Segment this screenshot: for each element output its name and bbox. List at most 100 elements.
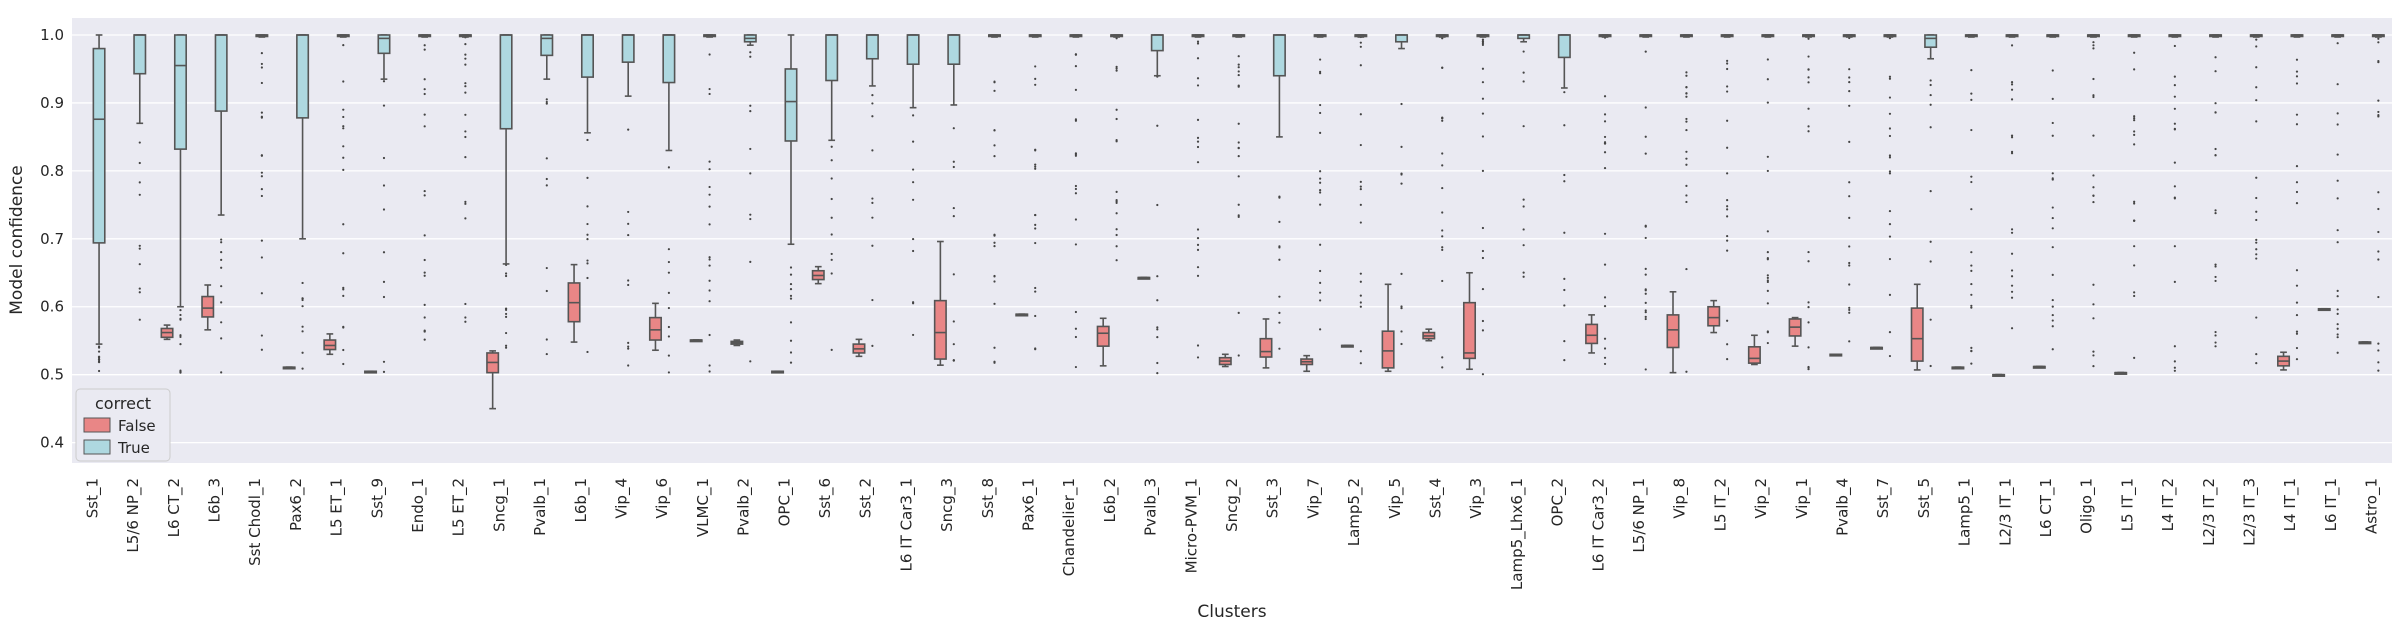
box-true (1679, 34, 1693, 38)
outlier-point (2295, 190, 2299, 194)
x-tick-label: Endo_1 (409, 478, 428, 533)
box-false (2032, 365, 2046, 369)
outlier-point (2214, 211, 2217, 215)
outlier-point (1074, 88, 1078, 91)
outlier-point (342, 115, 345, 119)
outlier-point (260, 194, 263, 198)
outlier-point (1237, 146, 1240, 149)
outlier-point (1359, 143, 1362, 147)
outlier-point (260, 115, 263, 118)
outlier-point (2092, 186, 2095, 189)
outlier-point (1156, 299, 1159, 302)
outlier-point (2336, 333, 2339, 336)
outlier-point (1074, 154, 1078, 157)
outlier-point (1766, 274, 1769, 277)
outlier-point (464, 57, 467, 60)
outlier-point (1237, 55, 1240, 58)
outlier-point (2092, 365, 2095, 368)
outlier-point (708, 193, 711, 196)
outlier-point (1848, 90, 1851, 93)
y-tick-label: 0.5 (40, 366, 64, 384)
outlier-point (220, 285, 223, 288)
outlier-point (1888, 170, 1892, 173)
outlier-point (2214, 345, 2217, 348)
outlier-point (2010, 150, 2014, 153)
outlier-point (1563, 173, 1566, 177)
outlier-point (708, 185, 711, 189)
outlier-point (1278, 311, 1281, 314)
outlier-point (2051, 313, 2054, 317)
box-true (1150, 34, 1164, 77)
box-true (1272, 34, 1286, 138)
outlier-point (301, 298, 304, 302)
outlier-point (1481, 256, 1485, 260)
outlier-point (1115, 212, 1118, 215)
outlier-point (912, 181, 915, 184)
outlier-point (1441, 235, 1444, 238)
outlier-point (2377, 295, 2380, 299)
outlier-point (382, 208, 386, 211)
outlier-point (423, 274, 426, 277)
outlier-point (2214, 341, 2217, 344)
outlier-point (2173, 360, 2176, 363)
outlier-point (1807, 125, 1810, 128)
outlier-point (1481, 329, 1485, 332)
outlier-point (301, 351, 304, 354)
box-true (1028, 34, 1042, 38)
outlier-point (2214, 56, 2217, 59)
outlier-point (1970, 69, 1973, 72)
outlier-point (627, 345, 630, 348)
outlier-point (382, 280, 386, 283)
box-true (2209, 34, 2223, 38)
outlier-point (871, 298, 874, 302)
outlier-point (1888, 154, 1892, 157)
outlier-point (1359, 362, 1362, 365)
outlier-point (260, 348, 263, 351)
outlier-point (708, 168, 711, 171)
outlier-point (1644, 135, 1647, 138)
outlier-point (1237, 175, 1240, 178)
outlier-point (993, 275, 996, 278)
box-false (1422, 328, 1436, 342)
x-tick-label: L6b_1 (572, 478, 591, 522)
outlier-point (423, 316, 426, 319)
outlier-point (464, 85, 467, 88)
x-tick-label: L5/6 NP_2 (124, 478, 143, 553)
outlier-point (2133, 119, 2136, 122)
box-body (1259, 337, 1273, 358)
outlier-point (301, 297, 304, 300)
box-true (2086, 34, 2100, 38)
outlier-point (1196, 42, 1200, 45)
outlier-point (1237, 311, 1240, 314)
outlier-point (1034, 241, 1037, 245)
outlier-point (1929, 103, 1932, 106)
outlier-point (1278, 196, 1281, 199)
outlier-point (2173, 128, 2176, 131)
x-tick-label: Lamp5_2 (1345, 478, 1364, 546)
outlier-point (1359, 64, 1362, 67)
outlier-point (2092, 194, 2095, 197)
outlier-point (1319, 291, 1322, 294)
outlier-point (1156, 372, 1159, 375)
legend-label-true: True (117, 439, 150, 457)
outlier-point (830, 348, 833, 351)
x-tick-label: L5 ET_1 (328, 478, 347, 536)
x-tick-label: L5 IT_1 (2118, 478, 2137, 531)
outlier-point (1400, 145, 1403, 148)
outlier-point (1400, 307, 1403, 310)
outlier-point (464, 91, 467, 94)
outlier-point (504, 315, 508, 318)
outlier-point (2255, 210, 2258, 213)
y-tick-label: 0.7 (40, 230, 64, 248)
outlier-point (1644, 50, 1647, 53)
outlier-point (1359, 180, 1362, 183)
outlier-point (1196, 40, 1200, 43)
outlier-point (1319, 191, 1322, 194)
outlier-point (1034, 65, 1037, 68)
outlier-point (2092, 174, 2095, 177)
outlier-point (2092, 94, 2095, 97)
outlier-point (2214, 330, 2217, 334)
outlier-point (1481, 135, 1485, 138)
outlier-point (1074, 243, 1078, 246)
outlier-point (1196, 274, 1200, 277)
